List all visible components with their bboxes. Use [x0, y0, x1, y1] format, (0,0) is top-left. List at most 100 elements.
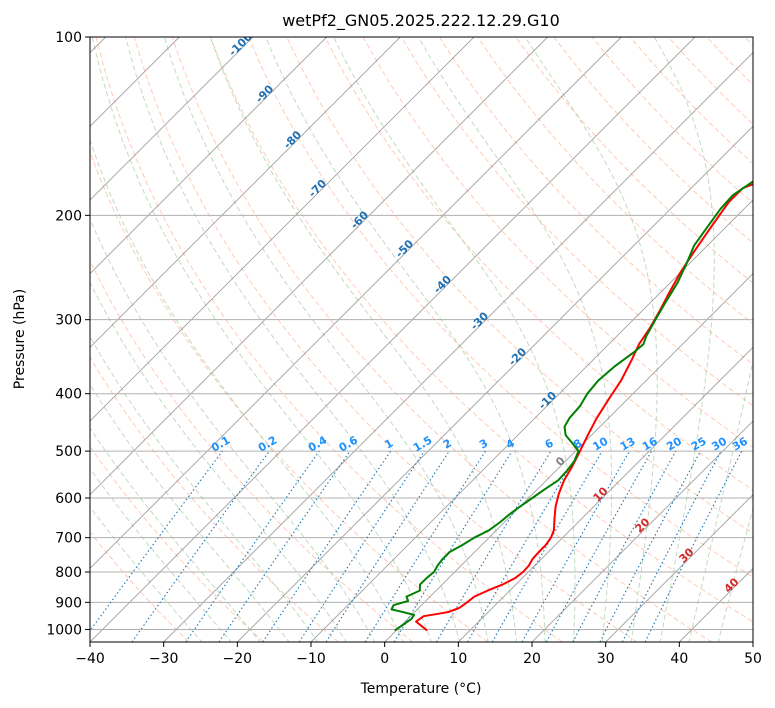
y-axis-label: Pressure (hPa) [12, 289, 28, 389]
mixing-ratio-line [467, 450, 580, 642]
mixing-ratio-label: 3 [477, 437, 490, 452]
dry-adiabat-line [744, 37, 753, 47]
dry-adiabat-line [438, 37, 753, 366]
x-tick-label: 30 [597, 651, 615, 667]
x-tick-label: 0 [380, 651, 389, 667]
plot-frame [89, 36, 754, 643]
moist-adiabat-line [265, 37, 546, 642]
x-tick-label: −10 [296, 651, 326, 667]
mixing-ratio-line [393, 450, 513, 642]
mixing-ratio-line [131, 450, 270, 642]
isotherm-line [90, 37, 254, 201]
mixing-ratio-line [572, 450, 677, 642]
isotherm-line [90, 37, 622, 569]
moist-adiabat-line [417, 37, 613, 642]
isotherm-line [384, 273, 753, 642]
dry-adiabat-line [133, 37, 638, 642]
x-tick-label: 20 [523, 651, 541, 667]
dry-adiabat-line [171, 37, 712, 642]
dry-adiabat-line [477, 37, 753, 325]
dry-adiabat-line [706, 37, 753, 86]
moist-adiabat-line [163, 37, 489, 642]
moist-adiabat-line [90, 427, 261, 642]
mixing-ratio-label: 1 [382, 437, 395, 452]
isotherm-line [605, 494, 753, 642]
y-tick-label: 800 [55, 565, 82, 581]
mixing-ratio-line [185, 450, 320, 642]
moist-adiabat-line [90, 383, 290, 642]
moist-adiabat-line [90, 335, 319, 642]
mixing-ratio-line [90, 450, 223, 632]
mixing-ratio-line [262, 450, 392, 642]
dry-adiabat-line [324, 37, 753, 491]
mixing-ratio-line [325, 450, 450, 642]
moist-adiabat-line [90, 281, 347, 642]
moist-adiabat-label: 20 [633, 515, 653, 535]
isotherm-label: -50 [393, 237, 416, 260]
dry-adiabat-line [362, 37, 753, 449]
dry-adiabat-line [90, 259, 414, 642]
dewpoint-profile-line [390, 180, 753, 632]
isotherm-label: -80 [281, 128, 304, 151]
moist-adiabat-label: 10 [591, 484, 611, 504]
moist-adiabat-line [91, 37, 432, 642]
y-axis: 100 200 300 400 500 600 700 800 900 1000 [46, 30, 90, 638]
dry-adiabat-line [90, 150, 488, 642]
profile-series [390, 180, 753, 632]
moist-adiabat-line [688, 358, 753, 642]
moist-adiabat-line [717, 506, 753, 642]
dry-adiabat-line [515, 37, 753, 284]
x-tick-label: −30 [149, 651, 179, 667]
isotherm-line [458, 346, 753, 642]
y-tick-label: 600 [55, 491, 82, 507]
temperature-profile-line [415, 183, 753, 632]
isotherm-line [90, 37, 548, 496]
dry-adiabat-line [400, 37, 753, 407]
moist-adiabat-line [653, 37, 715, 642]
isotherm-line [310, 199, 753, 642]
isotherm-line [752, 641, 753, 642]
y-tick-label: 200 [55, 208, 82, 224]
moist-adiabat-line [90, 506, 203, 642]
moist-adiabat-line [524, 37, 658, 642]
dry-adiabat-line [90, 445, 264, 642]
dry-adiabat-line [95, 37, 563, 642]
mixing-ratio-line [621, 450, 722, 642]
isotherm-labels: 0.1 0.2 0.4 0.6 1 1.5 2 3 4 6 8 10 13 16 20 25 30 36-100-… [209, 37, 750, 596]
mixing-ratio-label: 6 [543, 436, 556, 451]
dry-adiabat-line [553, 37, 753, 244]
y-tick-label: 100 [55, 30, 82, 46]
x-tick-label: 10 [449, 651, 467, 667]
mixing-ratio-line [435, 450, 552, 642]
mixing-ratio-label: 4 [504, 436, 517, 451]
moist-adiabat-line [90, 138, 404, 642]
isotherm-line [90, 37, 475, 422]
isotherm-line [90, 37, 401, 348]
x-axis-label: Temperature (°C) [360, 681, 482, 697]
mixing-ratio-label: 2 [441, 437, 454, 452]
dry-adiabat-line [248, 37, 753, 578]
moist-adiabat-line [125, 37, 461, 642]
mixing-ratio-line [298, 450, 425, 642]
isotherm-line [90, 37, 327, 275]
mixing-ratio-line [545, 450, 653, 642]
x-tick-label: 50 [744, 651, 762, 667]
mixing-ratio-line [644, 450, 743, 642]
dry-adiabat-line [90, 356, 339, 642]
isotherm-line [163, 52, 753, 642]
isotherm-label: -40 [431, 273, 454, 296]
x-axis: −40 −30 −20 −10 0 10 20 30 40 50 [75, 642, 762, 667]
mixing-ratio-line [521, 450, 630, 642]
x-tick-label: −20 [223, 651, 253, 667]
isotherm-line [90, 37, 696, 642]
x-tick-label: 40 [670, 651, 688, 667]
isotherm-label: -90 [253, 82, 276, 105]
y-tick-label: 700 [55, 531, 82, 547]
y-tick-label: 300 [55, 313, 82, 329]
dry-adiabat-line [210, 37, 753, 623]
isotherm-line [237, 125, 753, 642]
moist-adiabat-line [90, 467, 232, 642]
y-tick-label: 1000 [46, 622, 82, 638]
mixing-ratio-line [218, 450, 351, 642]
dry-adiabat-line [90, 531, 190, 642]
